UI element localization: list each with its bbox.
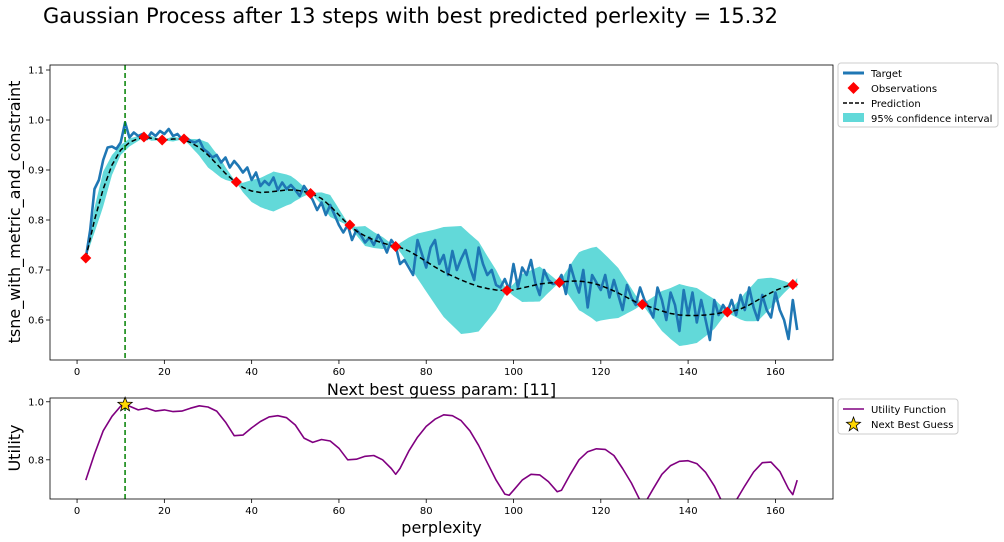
gp-x-tick-label: 100 — [504, 367, 523, 378]
gp-x-axis-label: Next best guess param: [11] — [327, 380, 556, 399]
observation-point — [787, 279, 799, 290]
utility-y-tick-label: 0.8 — [28, 455, 44, 466]
gp-x-tick-label: 80 — [420, 367, 433, 378]
gp-y-axis-label: tsne_with_metric_and_constraint — [5, 81, 25, 344]
utility-x-axis-label: perplexity — [401, 518, 481, 537]
utility-y-axis-label: Utility — [5, 424, 24, 471]
gp-x-tick-label: 40 — [245, 367, 258, 378]
gp-y-ticks: 0.6 0.7 0.8 0.9 1.0 1.1 — [28, 66, 50, 327]
legend-prediction-label: Prediction — [871, 99, 921, 110]
gp-x-ticks: 0 20 40 60 80 100 120 140 160 — [74, 360, 785, 378]
utility-x-tick-label: 140 — [679, 506, 698, 517]
observation-point — [721, 306, 733, 318]
observation-point — [344, 219, 356, 231]
target-line — [84, 121, 799, 342]
figure-title: Gaussian Process after 13 steps with bes… — [43, 4, 778, 28]
utility-plot-area — [85, 398, 798, 499]
legend-frame — [837, 62, 999, 128]
observation-point — [156, 134, 168, 146]
utility-x-tick-label: 60 — [333, 506, 346, 517]
gp-x-tick-label: 20 — [158, 367, 171, 378]
utility-x-tick-label: 120 — [591, 506, 610, 517]
legend-frame — [837, 398, 959, 435]
utility-x-tick-label: 100 — [504, 506, 523, 517]
confidence-band — [85, 135, 798, 346]
prediction-line — [85, 136, 798, 317]
observation-point — [230, 176, 242, 188]
observation-point — [390, 241, 402, 252]
utility-x-ticks: 0 20 40 60 80 100 120 140 160 — [74, 499, 785, 517]
utility-axes-frame — [49, 397, 834, 500]
legend-confidence-label: 95% confidence interval — [871, 114, 992, 125]
legend-next-best-label: Next Best Guess — [871, 420, 953, 431]
utility-y-tick-label: 1.0 — [28, 397, 44, 408]
utility-x-tick-label: 40 — [245, 506, 258, 517]
gp-x-tick-label: 160 — [766, 367, 785, 378]
legend-observations-label: Observations — [871, 84, 937, 95]
gp-y-tick-label: 0.6 — [28, 316, 44, 327]
legend-star-icon — [845, 415, 862, 432]
gp-y-tick-label: 0.8 — [28, 216, 44, 227]
utility-x-tick-label: 80 — [420, 506, 433, 517]
observation-point — [636, 299, 648, 310]
utility-y-ticks: 0.8 1.0 — [28, 397, 50, 466]
legend-target-label: Target — [870, 69, 902, 80]
gp-panel: 0 20 40 60 80 100 120 140 160 0.6 0.7 0.8 0.9 1.0 1.1… — [5, 62, 999, 399]
observation-point — [553, 277, 565, 288]
utility-x-tick-label: 20 — [158, 506, 171, 517]
gp-y-tick-label: 0.7 — [28, 266, 44, 277]
observation-point — [138, 131, 150, 143]
gp-x-tick-label: 120 — [591, 367, 610, 378]
observation-point — [178, 133, 190, 145]
utility-x-tick-label: 160 — [766, 506, 785, 517]
gp-x-tick-label: 0 — [74, 367, 80, 378]
observation-point — [80, 252, 92, 264]
gp-axes-frame — [49, 64, 834, 361]
gp-y-tick-label: 1.1 — [28, 66, 44, 77]
observation-point — [501, 285, 513, 296]
observation-point — [305, 188, 317, 199]
gp-y-tick-label: 1.0 — [28, 116, 44, 127]
utility-x-tick-label: 0 — [74, 506, 80, 517]
legend-observations-swatch — [847, 82, 860, 94]
gp-x-tick-label: 140 — [679, 367, 698, 378]
legend-confidence-swatch — [843, 113, 864, 122]
utility-panel: 0 20 40 60 80 100 120 140 160 0.81.0 perplexity … — [5, 396, 959, 537]
gp-x-tick-label: 60 — [333, 367, 346, 378]
utility-legend: Utility Function Next Best Guess — [837, 398, 959, 435]
next-best-guess-star — [116, 396, 134, 412]
legend-utility-label: Utility Function — [871, 405, 946, 416]
utility-line — [85, 403, 798, 499]
gp-y-tick-label: 0.9 — [28, 166, 44, 177]
gp-legend: Target Observations Prediction 95% confi… — [837, 62, 999, 128]
gp-plot-area — [80, 65, 799, 360]
